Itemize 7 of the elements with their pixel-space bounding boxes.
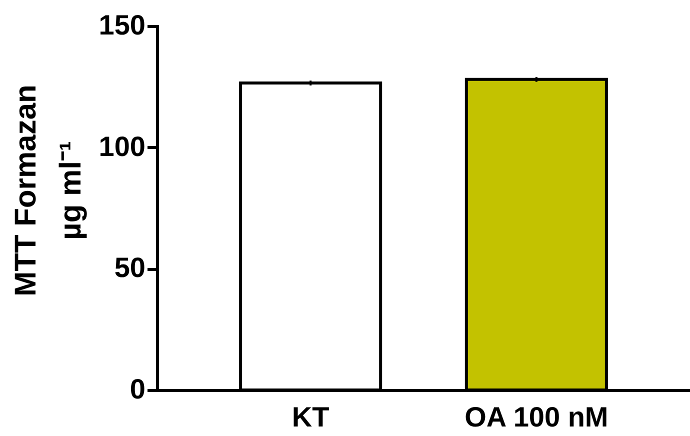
- y-tick-label: 150: [98, 10, 146, 40]
- x-tick-label: OA 100 nM: [464, 402, 608, 432]
- y-tick-label: 100: [98, 130, 146, 162]
- y-tick-label: 50: [114, 252, 146, 284]
- y-axis-title: MTT Formazan µg ml⁻¹: [10, 84, 88, 296]
- y-tick-label: 0: [130, 374, 146, 404]
- x-tick-label: KT: [292, 402, 330, 432]
